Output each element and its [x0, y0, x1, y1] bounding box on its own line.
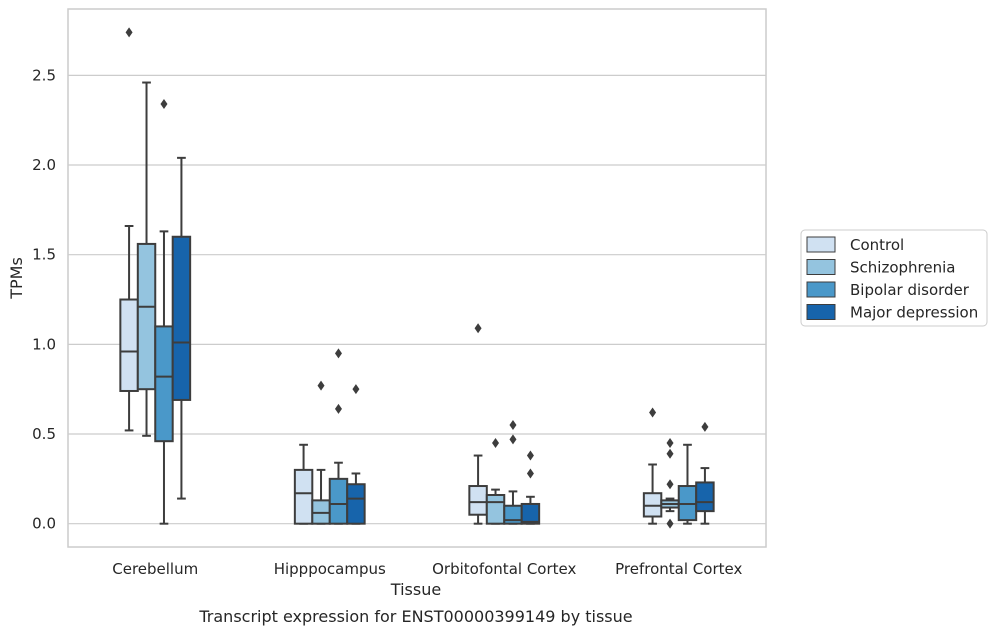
- box-major-depression: [346, 384, 366, 525]
- chart-caption: Transcript expression for ENST0000039914…: [198, 607, 632, 626]
- box-bipolar-disorder: [154, 99, 174, 525]
- box-iqr: [328, 477, 349, 525]
- box-bipolar-disorder: [677, 443, 698, 525]
- legend-label: Major depression: [850, 304, 978, 322]
- outlier-point: [125, 27, 133, 38]
- box-iqr: [468, 485, 488, 516]
- outlier-point: [160, 99, 168, 110]
- y-tick-label: 1.5: [32, 246, 56, 264]
- plot-frame: [67, 8, 767, 548]
- box-control: [468, 323, 488, 525]
- outlier-point: [649, 407, 657, 418]
- outlier-point: [526, 468, 534, 479]
- box-major-depression: [695, 421, 715, 525]
- outlier-point: [492, 437, 500, 448]
- legend-swatch: [806, 281, 836, 298]
- outlier-point: [666, 448, 674, 459]
- legend-label: Bipolar disorder: [850, 281, 970, 299]
- outlier-point: [317, 380, 325, 391]
- outlier-point: [666, 518, 674, 529]
- box-control: [119, 27, 139, 432]
- outlier-point: [474, 323, 482, 334]
- x-tick-label: Cerebellum: [112, 560, 198, 578]
- box-iqr: [485, 493, 506, 525]
- box-plot-series: [119, 27, 715, 529]
- box-bipolar-disorder: [328, 348, 349, 525]
- box-bipolar-disorder: [503, 420, 523, 525]
- legend-swatch: [806, 259, 836, 275]
- x-tick-label: Orbitofontal Cortex: [432, 560, 576, 578]
- box-iqr: [154, 325, 174, 443]
- y-tick-label: 1.0: [32, 335, 56, 353]
- x-axis-label: Tissue: [390, 580, 441, 599]
- legend-frame: [800, 229, 988, 327]
- box-schizophrenia: [136, 81, 157, 437]
- box-control: [293, 443, 314, 525]
- y-tick-label: 0.0: [32, 515, 56, 533]
- box-iqr: [293, 468, 314, 525]
- outlier-point: [509, 420, 517, 431]
- legend-swatch: [806, 236, 836, 253]
- y-tick-label: 0.5: [32, 425, 56, 443]
- legend: Control Schizophrenia Bipolar disorder Majo…: [800, 229, 988, 327]
- box-iqr: [520, 502, 541, 525]
- outlier-point: [334, 403, 342, 414]
- outlier-point: [352, 384, 360, 395]
- x-tick-label: Hipppocampus: [274, 560, 386, 578]
- outlier-point: [666, 479, 674, 490]
- y-tick-label: 2.0: [32, 156, 56, 174]
- y-axis-label: TPMs: [7, 257, 26, 300]
- legend-label: Control: [850, 236, 904, 254]
- box-control: [642, 407, 663, 525]
- outlier-point: [666, 437, 674, 448]
- box-iqr: [695, 481, 715, 513]
- box-schizophrenia: [660, 437, 680, 529]
- box-major-depression: [171, 156, 192, 500]
- box-major-depression: [520, 450, 541, 525]
- outlier-point: [701, 421, 709, 432]
- outlier-point: [526, 450, 534, 461]
- outlier-point: [334, 348, 342, 359]
- box-iqr: [119, 298, 139, 392]
- outlier-point: [509, 434, 517, 445]
- box-iqr: [346, 483, 366, 525]
- box-schizophrenia: [311, 380, 331, 525]
- legend-label: Schizophrenia: [850, 259, 955, 277]
- legend-swatch: [806, 304, 836, 320]
- y-tick-labels: 0.0 0.5 1.0 1.5 2.0 2.5: [32, 66, 56, 532]
- box-schizophrenia: [485, 437, 506, 525]
- x-tick-label: Prefrontal Cortex: [615, 560, 742, 578]
- x-tick-labels: Cerebellum Hipppocampus Orbitofontal Corte…: [112, 560, 742, 578]
- box-iqr: [136, 242, 157, 391]
- box-iqr: [171, 235, 192, 401]
- y-tick-label: 2.5: [32, 66, 56, 84]
